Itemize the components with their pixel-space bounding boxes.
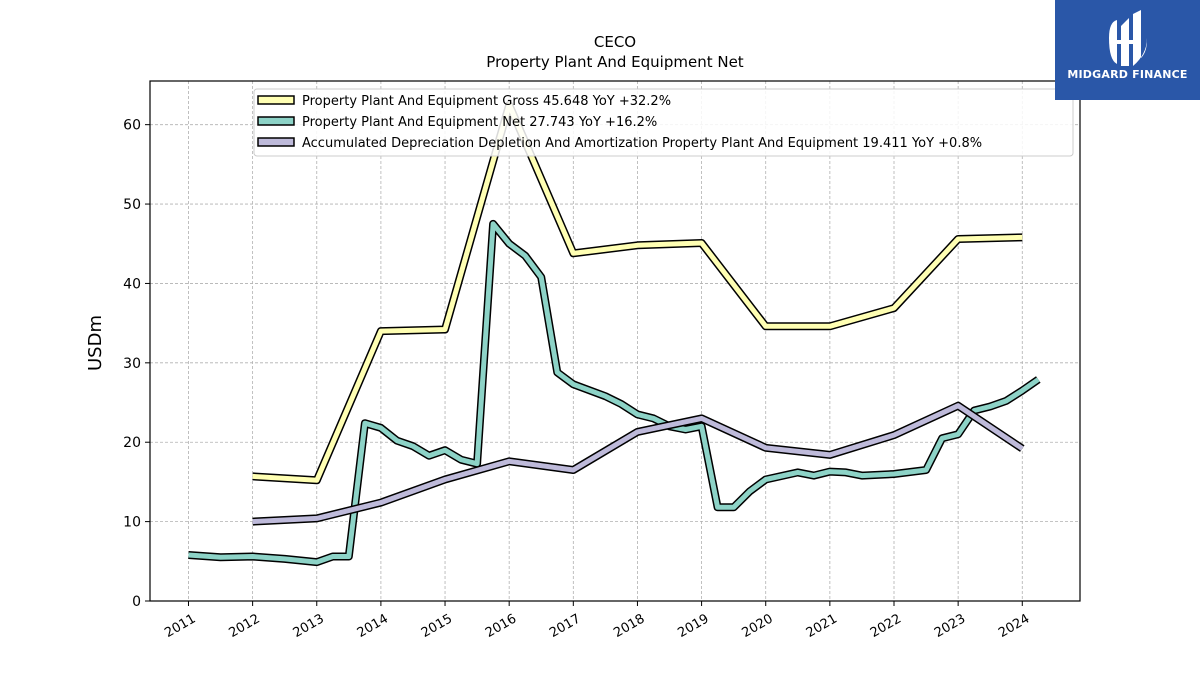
x-tick-label: 2016	[483, 611, 519, 641]
y-tick-label: 40	[123, 276, 141, 292]
series-outline-2	[188, 219, 1041, 567]
chart-subtitle: Property Plant And Equipment Net	[486, 53, 743, 71]
x-tick-label: 2022	[868, 611, 904, 641]
legend-label: Property Plant And Equipment Net 27.743 …	[302, 115, 657, 130]
x-tick-label: 2015	[419, 611, 455, 641]
legend-swatch	[257, 95, 295, 105]
x-tick-label: 2013	[291, 611, 327, 641]
x-tick-label: 2024	[996, 611, 1032, 641]
x-tick-label: 2017	[547, 611, 583, 641]
x-tick-label: 2020	[740, 611, 776, 641]
x-tick-label: 2014	[355, 611, 391, 641]
series-line-3	[252, 403, 1024, 525]
legend-label: Accumulated Depreciation Depletion And A…	[302, 136, 982, 151]
y-tick-label: 60	[123, 118, 141, 134]
legend-box	[253, 88, 1074, 157]
legend: Property Plant And Equipment Gross 45.64…	[253, 88, 1074, 157]
legend-swatch	[257, 116, 295, 126]
x-tick-label: 2011	[162, 611, 198, 641]
series-layer	[188, 100, 1041, 567]
midgard-finance-logo: MIDGARD FINANCE	[1055, 0, 1200, 100]
legend-swatch	[257, 137, 295, 147]
series-line-2	[188, 221, 1040, 565]
x-tick-label: 2021	[804, 611, 840, 641]
logo-mark-icon	[1109, 10, 1147, 66]
chart-title: CECO	[594, 33, 636, 51]
y-tick-label: 30	[123, 356, 141, 372]
series-line-1	[252, 102, 1023, 483]
y-tick-label: 0	[132, 594, 141, 610]
x-tick-label: 2023	[932, 611, 968, 641]
plot-frame	[149, 80, 1081, 602]
y-tick-label: 10	[123, 515, 141, 531]
brand-name: MIDGARD FINANCE	[1067, 68, 1188, 81]
x-tick-label: 2019	[675, 611, 711, 641]
legend-label: Property Plant And Equipment Gross 45.64…	[302, 94, 671, 109]
y-tick-label: 20	[123, 435, 141, 451]
x-tick-label: 2012	[226, 611, 262, 641]
y-tick-label: 50	[123, 197, 141, 213]
x-tick-label: 2018	[611, 611, 647, 641]
y-axis-label: USDm	[85, 315, 106, 371]
